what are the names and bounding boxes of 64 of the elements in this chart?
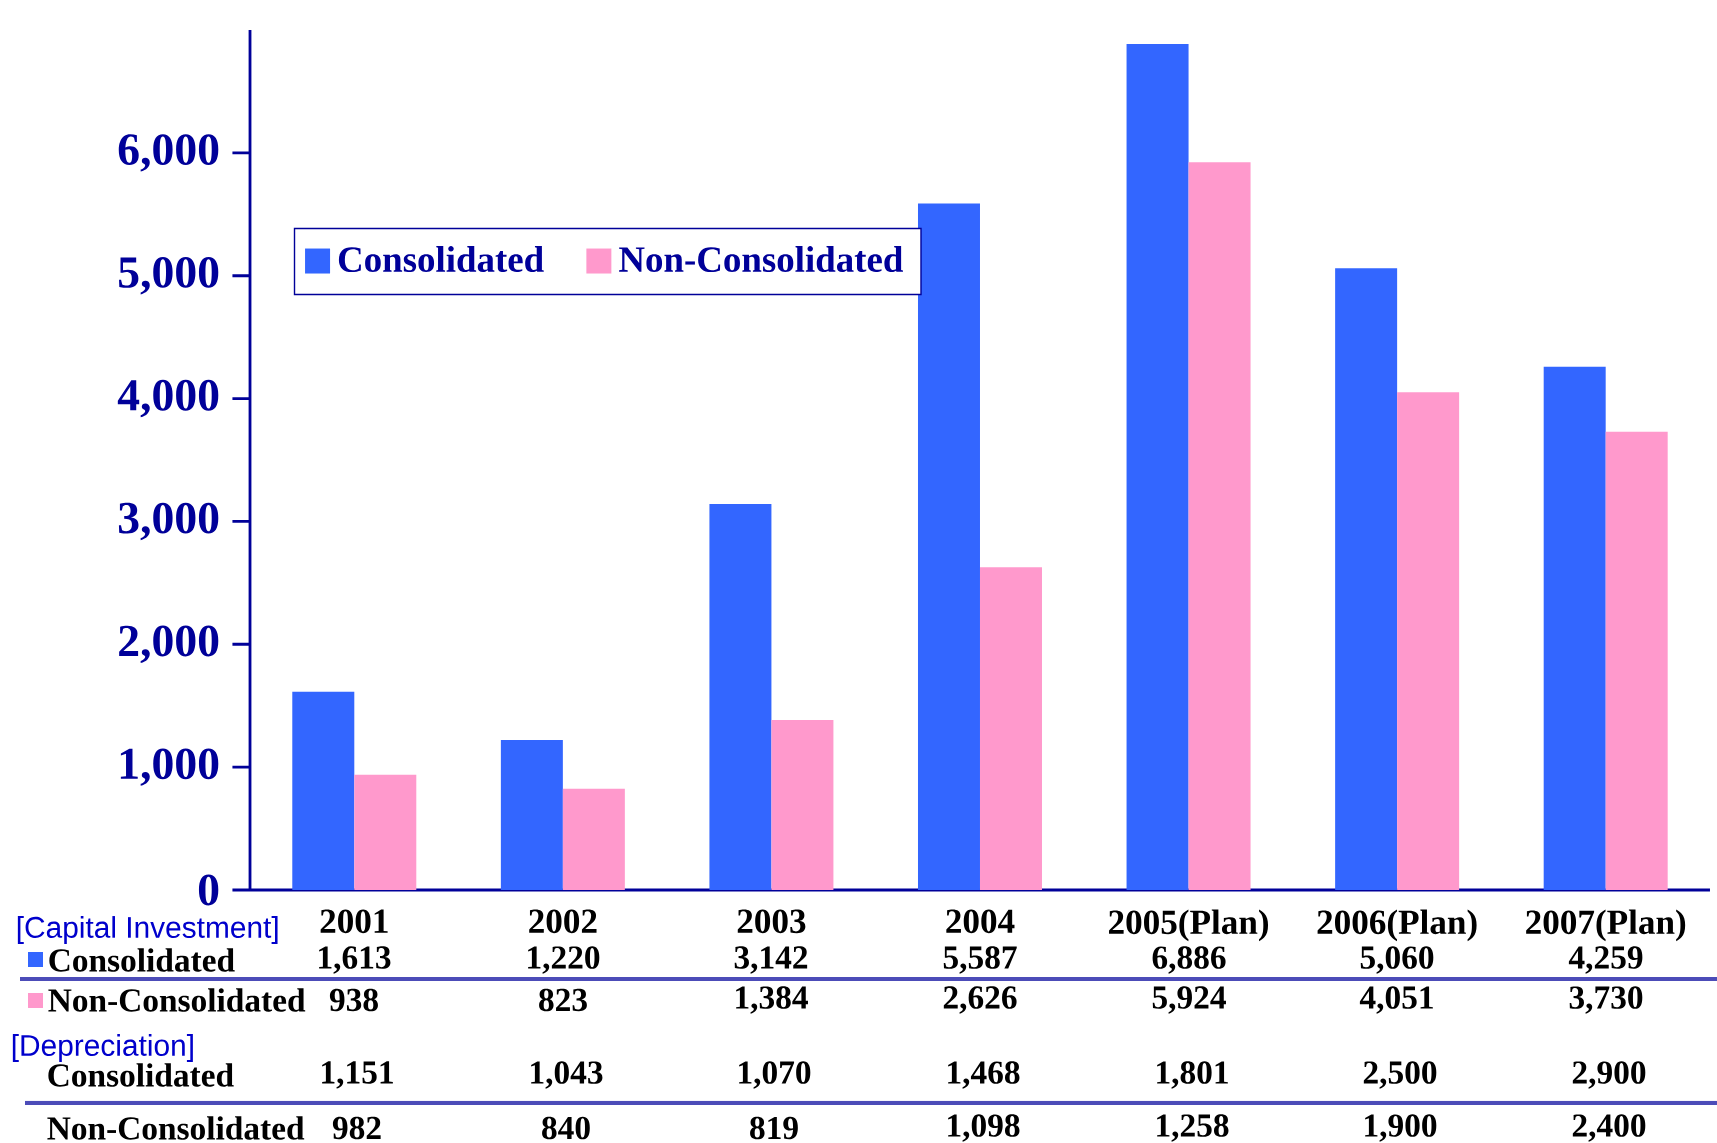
bar [1397,392,1460,890]
data-label: 3,142 [734,946,808,974]
text: 1,043 [531,1061,603,1089]
bar [562,788,625,890]
data-label: 5,924 [1152,986,1226,1014]
data-label: 4,051 [1359,986,1433,1014]
text: 1,468 [948,1061,1020,1089]
text: 2,500 [1363,1061,1437,1089]
data-label: 3,730 [1569,986,1643,1014]
y-tick-label: 4,000 [117,379,219,418]
text: Non-Consolidated [47,1116,305,1140]
text: [Capital Investment] [17,916,278,944]
x-tick-label: 2001 [320,909,388,934]
text: 1,801 [1157,1061,1228,1089]
text: 1,070 [739,1061,811,1089]
text: 1,900 [1365,1114,1437,1142]
legend-label: Non-Consolidated [619,246,903,273]
data-label: 823 [539,988,587,1012]
bar [1126,44,1189,890]
data-label: 5,060 [1360,946,1434,974]
data-label: 938 [329,988,378,1012]
bar [771,719,834,890]
text: [Depreciation] [12,1034,193,1062]
bar [354,774,417,890]
legend-label: Consolidated [338,246,544,273]
y-tick-label: 1,000 [120,748,219,786]
bar [979,567,1042,890]
x-tick-label: 2003 [737,909,806,934]
text: 819 [750,1116,798,1140]
data-label: 5,587 [943,946,1017,974]
data-label: 1,220 [528,946,600,974]
y-tick-label: 3,000 [118,502,219,541]
x-tick-label: 2005(Plan) [1109,909,1269,942]
bar [709,503,772,890]
x-tick-label: 2004 [946,909,1015,934]
data-label: 4,259 [1568,946,1643,974]
text: Consolidated [48,1063,234,1087]
bar [1335,268,1398,890]
x-tick-label: 2007(Plan) [1526,909,1686,942]
y-tick-label: 0 [198,874,219,906]
text: 840 [542,1116,590,1140]
y-tick-label: 6,000 [118,134,219,172]
data-label: 1,384 [736,986,808,1014]
data-label: 1,613 [319,946,391,974]
bar [292,691,355,890]
text: Consolidated [49,948,235,972]
data-label: 2,626 [943,986,1017,1014]
text: 1,098 [948,1114,1020,1142]
data-label: 6,886 [1152,946,1226,974]
text: 982 [332,1116,381,1140]
text: 1,151 [322,1061,393,1089]
bar [1188,162,1251,890]
text: 1,258 [1157,1114,1229,1142]
bar [500,740,563,890]
bar [917,203,980,890]
x-tick-label: 2002 [529,909,597,934]
bar [1543,366,1606,890]
y-tick-label: 5,000 [119,257,219,295]
text: 2,400 [1572,1114,1646,1142]
y-tick-label: 2,000 [119,625,219,663]
x-tick-label: 2006(Plan) [1317,909,1477,942]
bar [1605,431,1668,890]
text: Non-Consolidated [48,988,306,1012]
text: 2,900 [1572,1061,1646,1089]
